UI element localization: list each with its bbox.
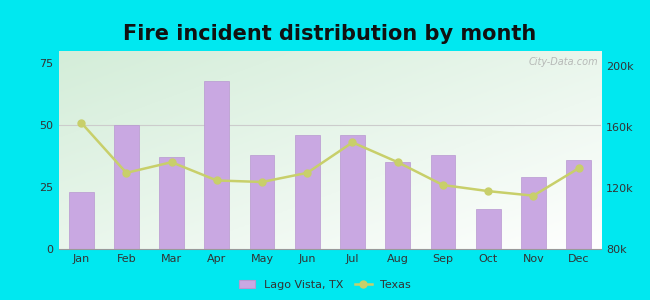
Bar	[114, 125, 139, 249]
Bar	[340, 135, 365, 249]
Bar	[430, 155, 456, 249]
Bar	[69, 192, 94, 249]
Bar	[566, 160, 591, 249]
Bar	[476, 209, 501, 249]
Text: City-Data.com: City-Data.com	[529, 57, 599, 67]
Bar	[204, 81, 229, 249]
Bar	[385, 162, 410, 249]
Bar	[521, 177, 546, 249]
Legend: Lago Vista, TX, Texas: Lago Vista, TX, Texas	[235, 276, 415, 294]
Bar	[159, 158, 184, 249]
Bar	[295, 135, 320, 249]
Title: Fire incident distribution by month: Fire incident distribution by month	[124, 24, 536, 44]
Bar	[250, 155, 274, 249]
